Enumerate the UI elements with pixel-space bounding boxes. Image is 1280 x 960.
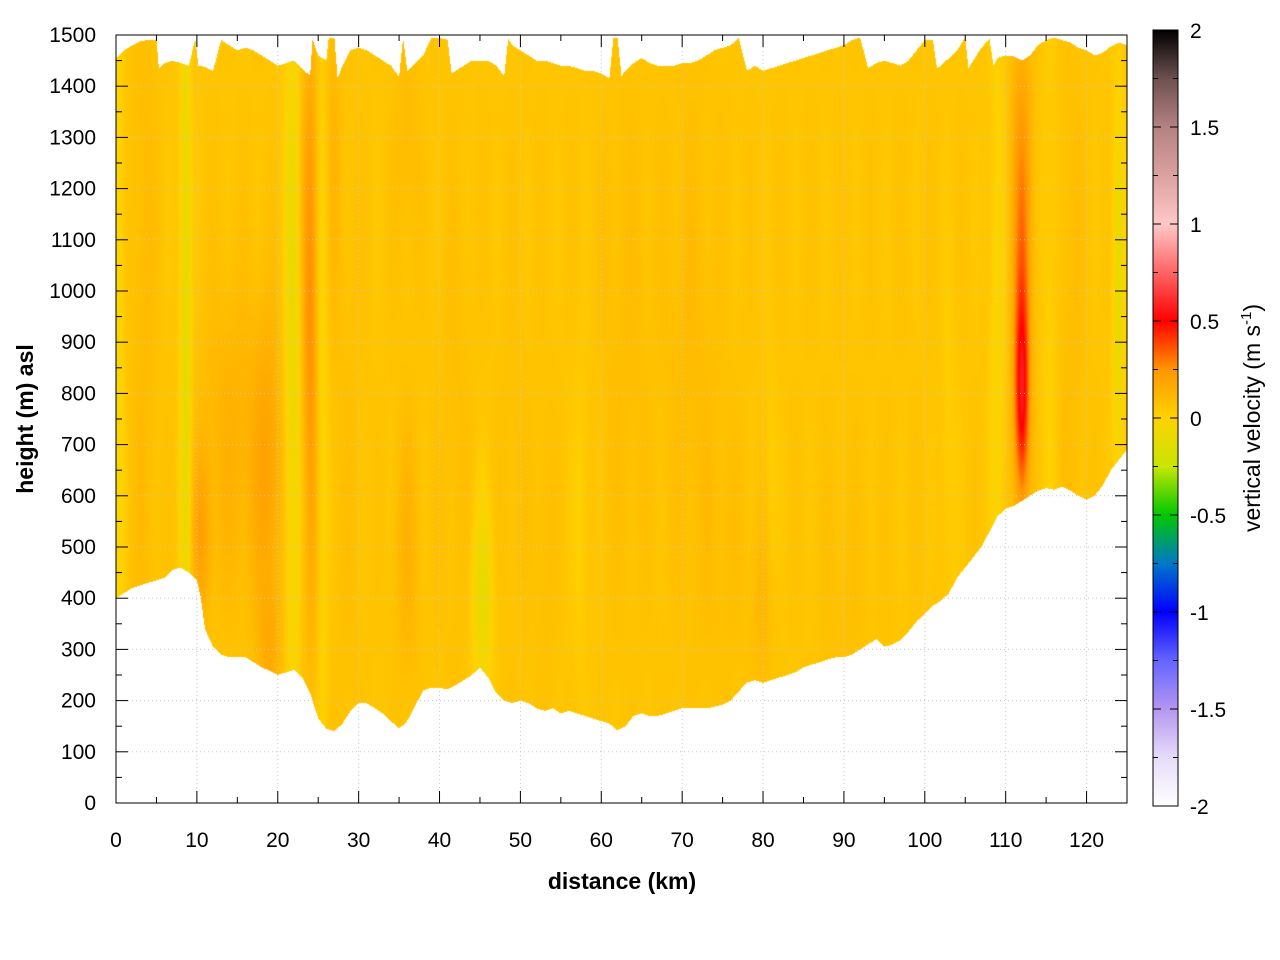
y-tick-label: 1000 [49,280,96,303]
colorbar-title-main: vertical velocity (m s [1239,325,1265,532]
y-tick-label: 700 [61,434,96,457]
x-tick-label: 40 [428,829,451,852]
colorbar-title-sup: -1 [1238,312,1255,325]
colorbar-tick-label: -0.5 [1190,505,1226,528]
x-tick-label: 10 [185,829,208,852]
plot-frame [115,34,1128,804]
colorbar-tick-label: 1 [1190,214,1202,237]
y-tick-label: 1400 [49,75,96,98]
y-tick-label: 1500 [49,24,96,47]
x-tick-label: 80 [751,829,774,852]
y-tick-label: 400 [61,587,96,610]
x-tick-labels: 0 10 20 30 40 50 60 70 80 90 100 110 120 [110,829,1104,852]
y-tick-label: 800 [61,382,96,405]
y-tick-label: 1100 [51,229,96,252]
x-tick-label: 0 [110,829,122,852]
grid-lines [116,35,1127,803]
x-tick-label: 70 [670,829,693,852]
y-axis-title: height (m) asl [12,344,38,494]
colorbar-tick-label: -1 [1190,602,1209,625]
colorbar-title: vertical velocity (m s-1) [1238,304,1265,532]
colorbar-tick-label: 1.5 [1190,117,1219,140]
colorbar-ticks [1153,29,1178,807]
x-tick-label: 90 [832,829,855,852]
colorbar-tick-label: -1.5 [1190,699,1226,722]
y-tick-label: 1300 [49,126,96,149]
x-tick-label: 120 [1069,829,1104,852]
y-tick-label: 0 [84,792,96,815]
x-tick-label: 110 [989,829,1022,852]
x-tick-label: 20 [266,829,289,852]
colorbar-tick-label: 0 [1190,408,1202,431]
colorbar-tick-label: 0.5 [1190,311,1219,334]
y-tick-label: 200 [61,690,96,713]
x-tick-label: 100 [907,829,942,852]
x-tick-label: 30 [347,829,370,852]
y-tick-label: 100 [61,741,96,764]
y-tick-label: 900 [61,331,96,354]
y-tick-label: 600 [61,485,96,508]
x-axis-title: distance (km) [548,868,696,894]
colorbar-tick-label: -2 [1190,796,1209,819]
y-tick-label: 300 [61,638,96,661]
x-tick-label: 60 [590,829,613,852]
y-tick-label: 500 [61,536,96,559]
y-tick-labels: 0 100 200 300 400 500 600 700 800 900 1000 1100 1200… [49,24,96,815]
colorbar-tick-labels: 2 1.5 1 0.5 0 -0.5 -1 -1.5 -2 [1190,20,1226,819]
y-tick-label: 1200 [49,178,96,201]
colorbar-title-end: ) [1239,304,1265,312]
x-tick-label: 50 [509,829,532,852]
colorbar-tick-label: 2 [1190,20,1202,43]
